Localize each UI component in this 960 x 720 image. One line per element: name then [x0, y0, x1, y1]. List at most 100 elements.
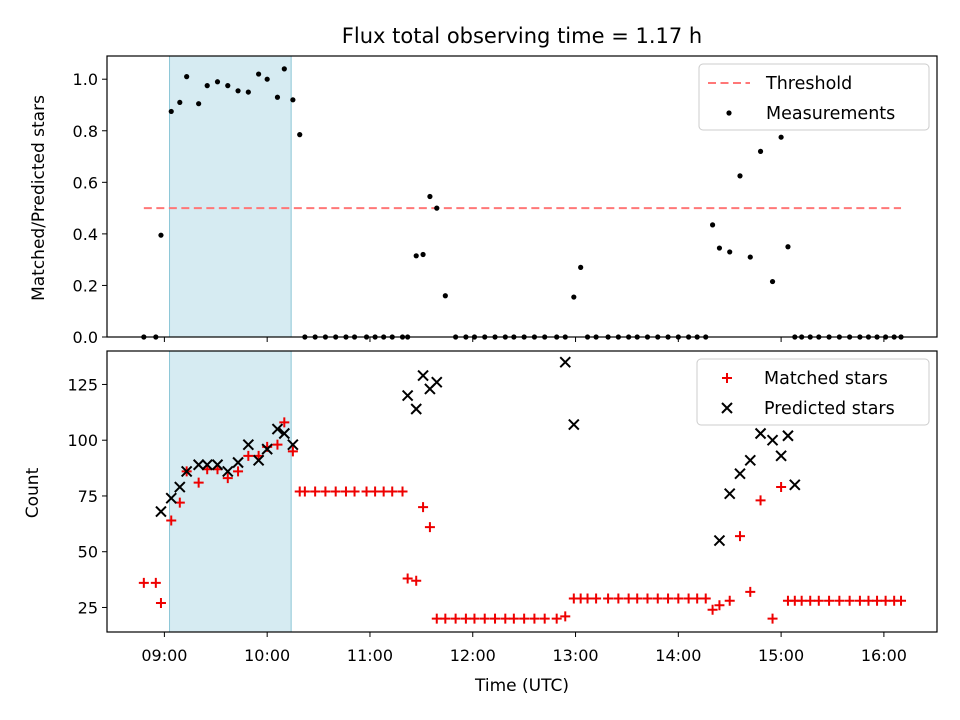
- measurement-point: [214, 79, 221, 85]
- matched-star-point: [508, 613, 519, 624]
- legend-label: Measurements: [766, 104, 895, 124]
- predicted-star-point: [559, 356, 571, 368]
- matched-star-point: [834, 595, 845, 606]
- measurement-point: [442, 293, 448, 299]
- predicted-star-point: [410, 403, 422, 415]
- matched-star-point: [431, 613, 442, 624]
- measurement-point: [727, 249, 733, 255]
- bottom-legend: [696, 358, 930, 426]
- legend-label: Threshold: [765, 74, 852, 94]
- legend-label: Matched stars: [764, 369, 888, 389]
- predicted-star-point: [775, 450, 787, 462]
- matched-star-point: [673, 593, 684, 604]
- predicted-star-point: [713, 534, 726, 547]
- matched-star-point: [692, 593, 703, 604]
- top-axes-frame: [106, 55, 938, 338]
- predicted-star-point: [754, 427, 767, 440]
- predicted-star-point: [211, 459, 224, 471]
- x-tick-label: 15:00: [758, 646, 804, 665]
- bottom-series-1: [138, 417, 907, 624]
- measurement-point: [709, 222, 716, 228]
- predicted-star-point: [252, 454, 265, 466]
- measurement-point: [747, 254, 753, 260]
- measurement-point: [177, 99, 183, 106]
- matched-star-point: [683, 593, 694, 604]
- predicted-star-point: [278, 427, 291, 440]
- matched-star-point: [397, 486, 408, 497]
- matched-star-point: [529, 613, 540, 624]
- measurement-point: [264, 76, 270, 82]
- x-tick-label: 13:00: [552, 646, 598, 665]
- legend-matched-swatch: [722, 373, 732, 383]
- bottom-y-tick-label: 125: [67, 375, 98, 394]
- legend-label: Predicted stars: [764, 399, 895, 419]
- predicted-star-point: [242, 438, 255, 451]
- matched-star-point: [150, 577, 161, 588]
- top-highlight-span: [169, 55, 292, 338]
- matched-star-point: [796, 595, 807, 606]
- bottom-panel: 25 50 75 100 125 09:00 10:00 11:00 12:00 13:00 14:…: [67, 350, 938, 665]
- matched-star-point: [310, 486, 321, 497]
- measurement-point: [225, 83, 231, 89]
- matched-star-point: [824, 595, 835, 606]
- predicted-star-point: [287, 438, 299, 451]
- predicted-star-point: [431, 376, 443, 388]
- matched-star-point: [813, 595, 824, 606]
- matched-star-point: [632, 593, 643, 604]
- measurement-point: [196, 101, 202, 107]
- top-y-tick-label: 0.6: [73, 173, 98, 192]
- matched-star-point: [642, 593, 653, 604]
- predicted-star-point: [201, 459, 213, 471]
- matched-star-point: [700, 593, 711, 604]
- matched-star-point: [560, 611, 571, 622]
- measurement-point: [434, 205, 440, 211]
- matched-star-point: [863, 595, 874, 606]
- measurement-point: [245, 89, 251, 95]
- matched-star-point: [320, 486, 331, 497]
- predicted-star-point: [724, 488, 736, 500]
- top-y-tick-label: 0.0: [73, 328, 98, 347]
- chart-title: Flux total observing time = 1.17 h: [342, 24, 702, 48]
- x-tick-label: 14:00: [655, 646, 701, 665]
- predicted-star-point: [766, 434, 779, 446]
- matched-star-point: [805, 595, 816, 606]
- measurement-point: [578, 264, 584, 270]
- matched-star-point: [854, 595, 865, 606]
- matched-star-point: [450, 613, 461, 624]
- predicted-star-point: [789, 479, 801, 491]
- matched-star-point: [603, 593, 614, 604]
- matched-star-point: [896, 595, 907, 606]
- bottom-series-2: [155, 356, 801, 547]
- bottom-highlight-span: [169, 350, 292, 633]
- measurement-point: [290, 97, 296, 103]
- predicted-star-point: [401, 389, 414, 402]
- measurement-point: [427, 193, 433, 200]
- predicted-star-point: [232, 456, 244, 469]
- bottom-y-tick-label: 100: [67, 431, 98, 450]
- top-y-tick-label: 0.2: [73, 276, 98, 295]
- measurement-point: [571, 294, 577, 300]
- matched-star-point: [479, 613, 490, 624]
- measurement-point: [158, 232, 164, 238]
- predicted-star-point: [261, 443, 273, 455]
- matched-star-point: [880, 595, 891, 606]
- x-tick-label: 16:00: [861, 646, 907, 665]
- measurement-point: [420, 251, 426, 258]
- matched-star-point: [155, 598, 166, 609]
- matched-star-point: [755, 495, 766, 506]
- measurement-point: [204, 83, 210, 89]
- matched-star-point: [299, 486, 310, 497]
- measurement-point: [235, 88, 241, 94]
- x-axis-label: Time (UTC): [474, 676, 569, 696]
- matched-star-point: [287, 446, 298, 457]
- measurement-point: [737, 173, 743, 179]
- x-tick-label: 12:00: [450, 646, 496, 665]
- predicted-star-point: [180, 465, 193, 478]
- matched-star-point: [613, 593, 624, 604]
- matched-star-point: [233, 466, 244, 477]
- matched-star-point: [378, 486, 389, 497]
- bottom-y-tick-label: 25: [78, 598, 98, 617]
- matched-star-point: [243, 450, 254, 461]
- matched-star-point: [707, 604, 718, 615]
